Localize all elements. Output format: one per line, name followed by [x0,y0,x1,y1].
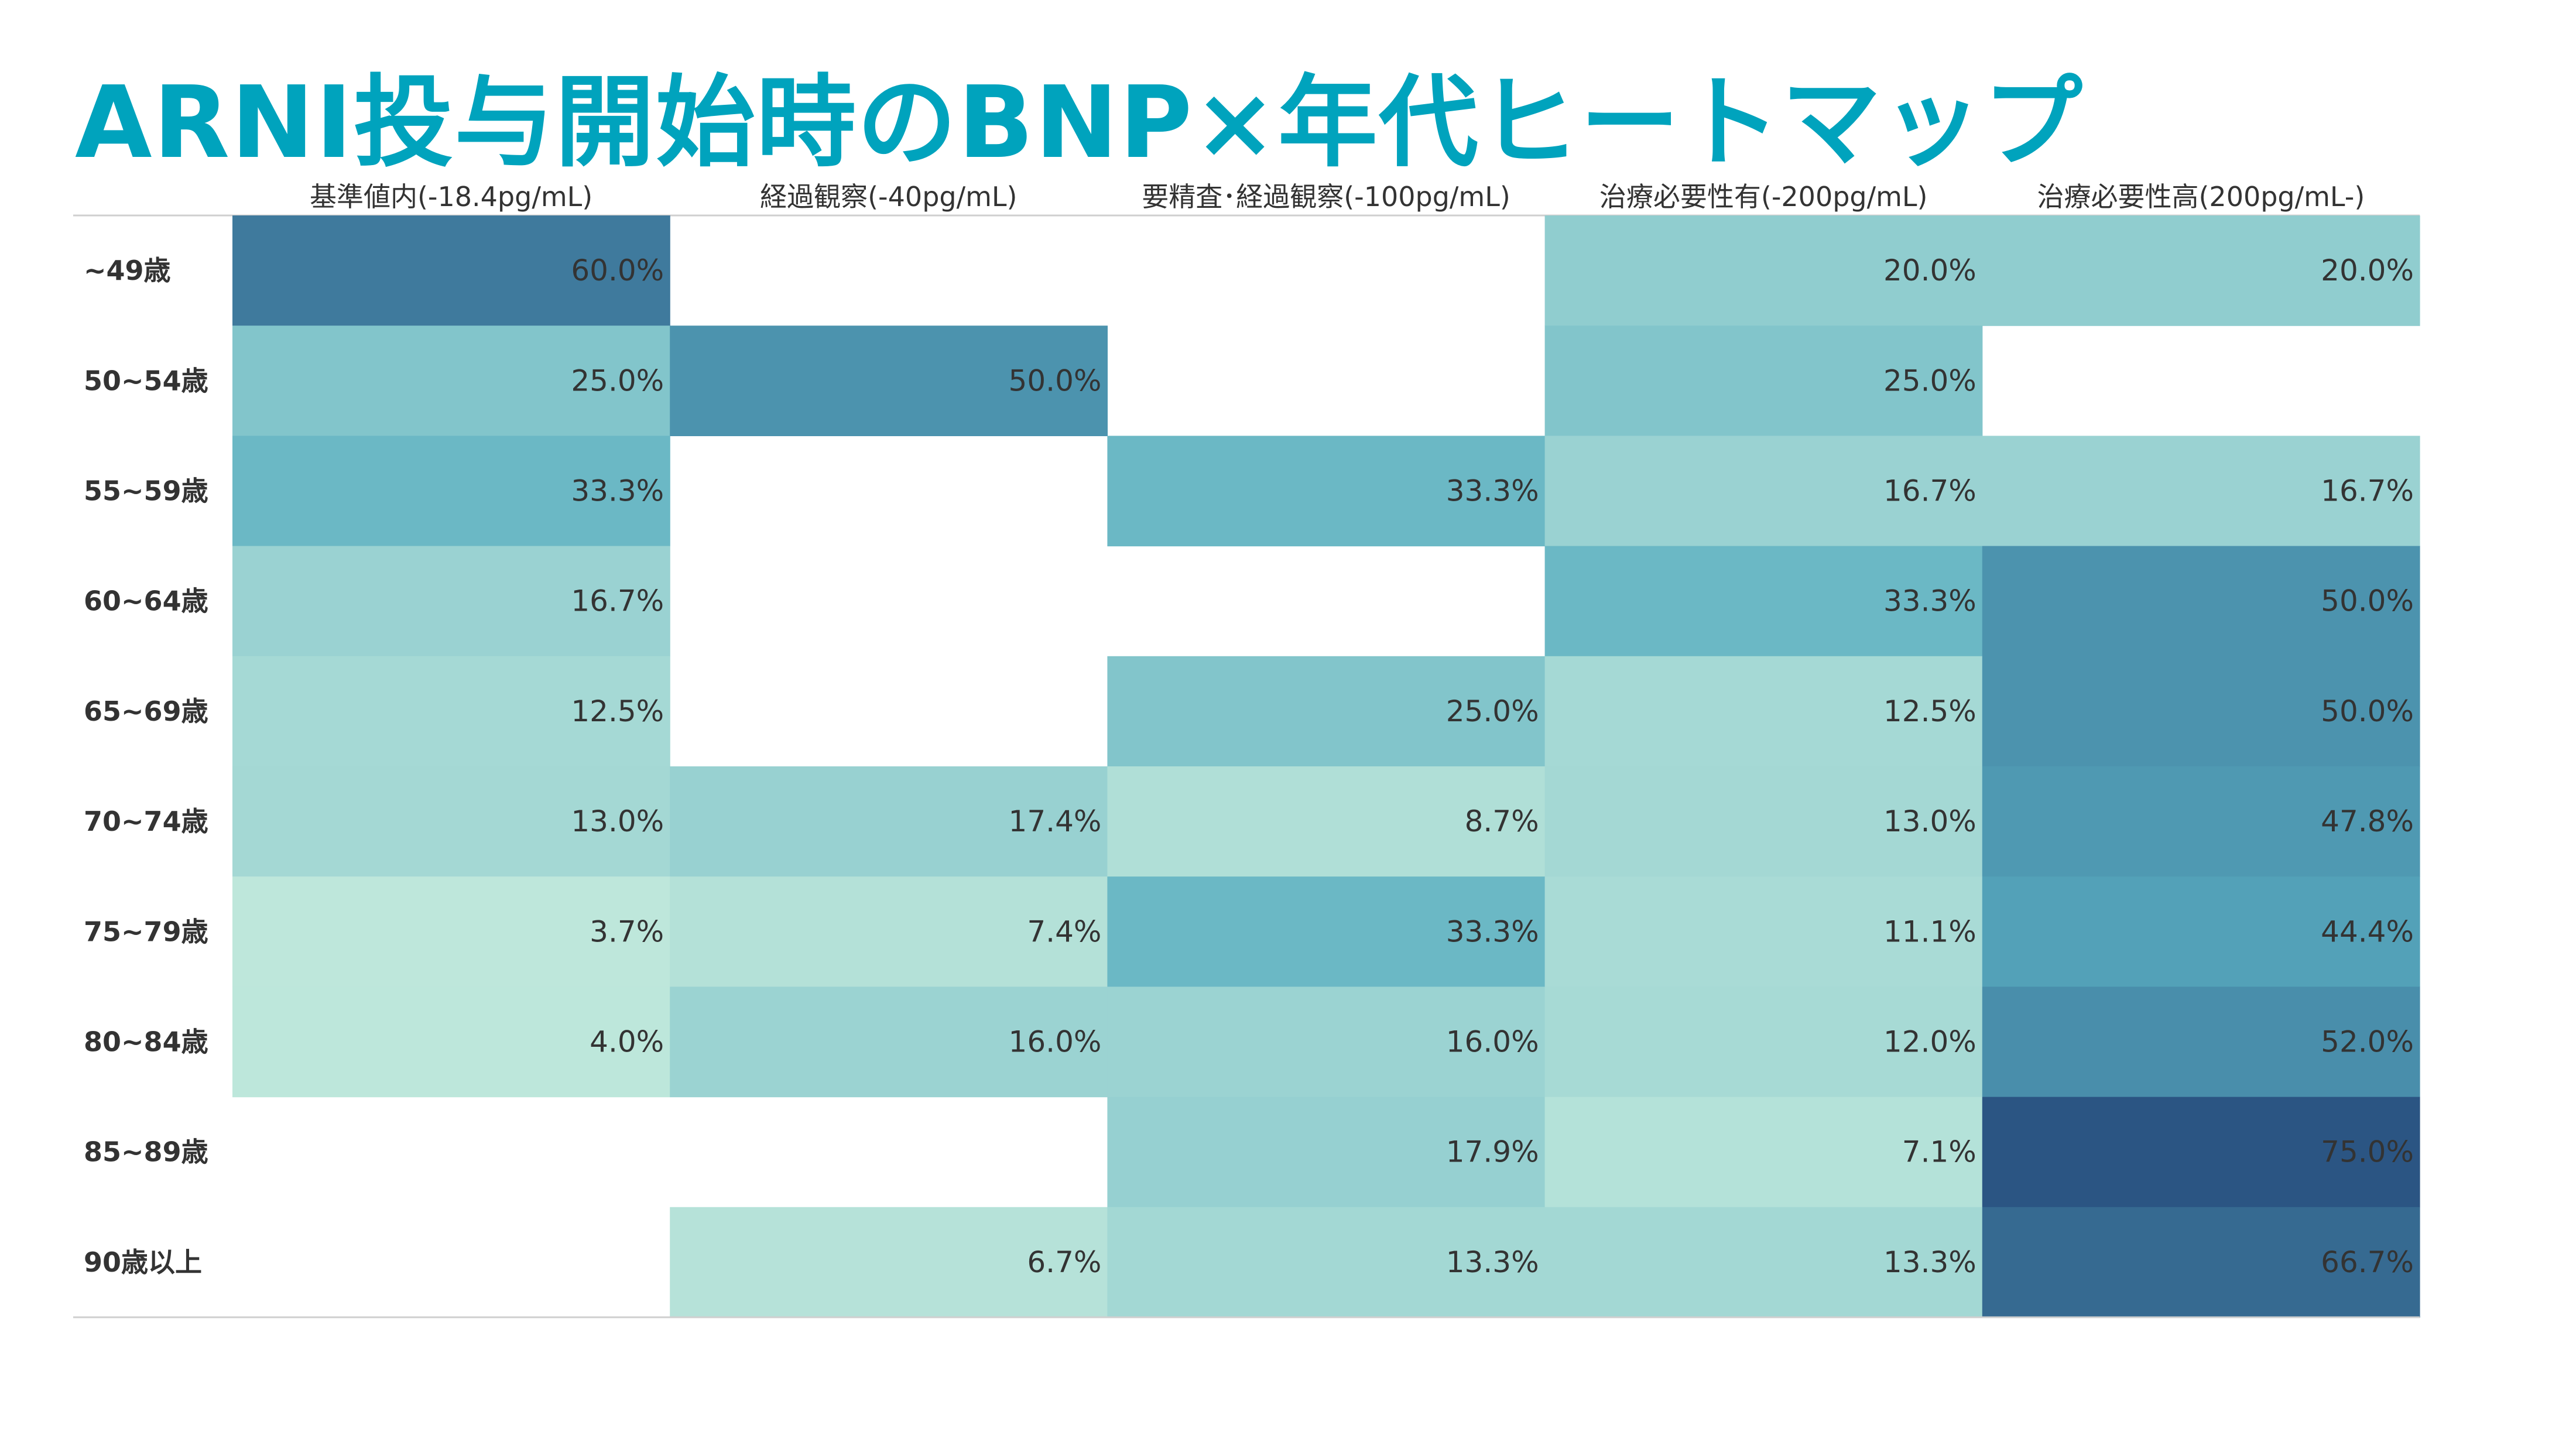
cell-value-label: 33.3% [1446,914,1539,948]
heatmap-cell [232,215,670,326]
heatmap-cell [1982,436,2420,547]
column-header: 経過観察(-40pg/mL) [760,181,1017,213]
heatmap-cell [1107,1097,1546,1208]
heatmap-cell [670,1207,1108,1318]
row-labels: ~49歳 50~54歳 55~59歳 60~64歳 65~69歳 70~74歳 75~79歳… [84,255,208,1278]
column-headers: 基準値内(-18.4pg/mL) 経過観察(-40pg/mL) 要精査･経過観察(-… [310,181,2365,213]
cell-value-label: 50.0% [2321,694,2414,728]
heatmap-cell [1982,986,2420,1098]
heatmap-cell [232,766,670,877]
heatmap-cell [232,986,670,1098]
heatmap-cell [1544,1097,1983,1208]
cell-value-label: 13.0% [1883,804,1976,838]
cell-value-label: 12.5% [1883,694,1976,728]
cell-value-label: 25.0% [1883,364,1976,398]
row-label: 55~59歳 [84,475,208,507]
cell-value-label: 33.3% [1446,474,1539,508]
cell-value-label: 47.8% [2321,804,2414,838]
heatmap-cell [232,546,670,657]
cell-value-label: 33.3% [571,474,664,508]
column-header: 基準値内(-18.4pg/mL) [310,181,592,213]
cell-value-label: 33.3% [1883,584,1976,618]
heatmap-cell [1107,986,1546,1098]
cell-value-label: 25.0% [1446,694,1539,728]
heatmap-cell [1544,436,1983,547]
heatmap-cell [670,986,1108,1098]
heatmap-cell [232,656,670,767]
cell-value-label: 50.0% [2321,584,2414,618]
cell-value-label: 7.1% [1902,1135,1976,1169]
heatmap-cell [1544,876,1983,987]
cell-value-label: 16.0% [1446,1025,1539,1059]
row-label: ~49歳 [84,255,171,286]
heatmap-cell [232,436,670,547]
heatmap-cell [670,326,1108,436]
column-header: 治療必要性有(-200pg/mL) [1599,181,1928,213]
heatmap-cell [1544,1207,1983,1318]
heatmap-cell [1544,766,1983,877]
cell-value-label: 16.7% [571,584,664,618]
cell-value-label: 4.0% [590,1025,664,1059]
cell-value-label: 17.4% [1009,804,1102,838]
cell-value-label: 20.0% [1883,254,1976,287]
heatmap-cell [1982,656,2420,767]
cell-value-label: 6.7% [1027,1245,1101,1279]
cell-value-label: 13.3% [1446,1245,1539,1279]
cell-value-label: 16.7% [1883,474,1976,508]
heatmap-cell [1107,656,1546,767]
heatmap-cell [1544,215,1983,326]
heatmap-cell [1982,766,2420,877]
column-header: 要精査･経過観察(-100pg/mL) [1142,181,1510,213]
cell-value-label: 16.7% [2321,474,2414,508]
row-label: 85~89歳 [84,1136,208,1168]
cell-value-label: 25.0% [571,364,664,398]
row-label: 65~69歳 [84,696,208,727]
cell-value-label: 60.0% [571,254,664,287]
cell-value-label: 12.5% [571,694,664,728]
row-label: 50~54歳 [84,365,208,396]
cell-value-label: 13.0% [571,804,664,838]
heatmap-cell [670,766,1108,877]
cell-value-label: 3.7% [590,914,664,948]
cell-value-label: 20.0% [2321,254,2414,287]
cell-value-label: 44.4% [2321,914,2414,948]
cell-value-label: 13.3% [1883,1245,1976,1279]
heatmap-cell [1544,546,1983,657]
cell-value-label: 17.9% [1446,1135,1539,1169]
heatmap-cell [1982,1207,2420,1318]
row-label: 60~64歳 [84,585,208,617]
chart-title: ARNI投与開始時のBNP×年代ヒートマップ [75,65,2084,181]
heatmap-cell [1544,326,1983,436]
cell-value-label: 52.0% [2321,1025,2414,1059]
heatmap-cell [1982,215,2420,326]
cell-value-label: 8.7% [1465,804,1539,838]
heatmap-cell [1544,986,1983,1098]
row-label: 90歳以上 [84,1246,202,1278]
row-label: 80~84歳 [84,1026,208,1058]
cell-value-label: 16.0% [1009,1025,1102,1059]
heatmap-cell [1107,876,1546,987]
cell-value-label: 11.1% [1883,914,1976,948]
row-label: 75~79歳 [84,916,208,947]
heatmap-cell [1982,876,2420,987]
heatmap-cell [1107,436,1546,547]
cell-value-label: 12.0% [1883,1025,1976,1059]
heatmap-cell [232,326,670,436]
heatmap-cells: 60.0% 20.0% 20.0% 25.0% 50.0% 25.0% 33.3% 33.3%… [232,215,2420,1318]
heatmap-cell [1544,656,1983,767]
row-label: 70~74歳 [84,806,208,837]
cell-value-label: 50.0% [1009,364,1102,398]
cell-value-label: 66.7% [2321,1245,2414,1279]
heatmap-cell [1982,546,2420,657]
heatmap-cell [1107,1207,1546,1318]
heatmap-cell [232,876,670,987]
heatmap-cell [1107,766,1546,877]
cell-value-label: 7.4% [1027,914,1101,948]
column-header: 治療必要性高(200pg/mL-) [2037,181,2365,213]
cell-value-label: 75.0% [2321,1135,2414,1169]
heatmap-cell [1982,1097,2420,1208]
heatmap-cell [670,876,1108,987]
